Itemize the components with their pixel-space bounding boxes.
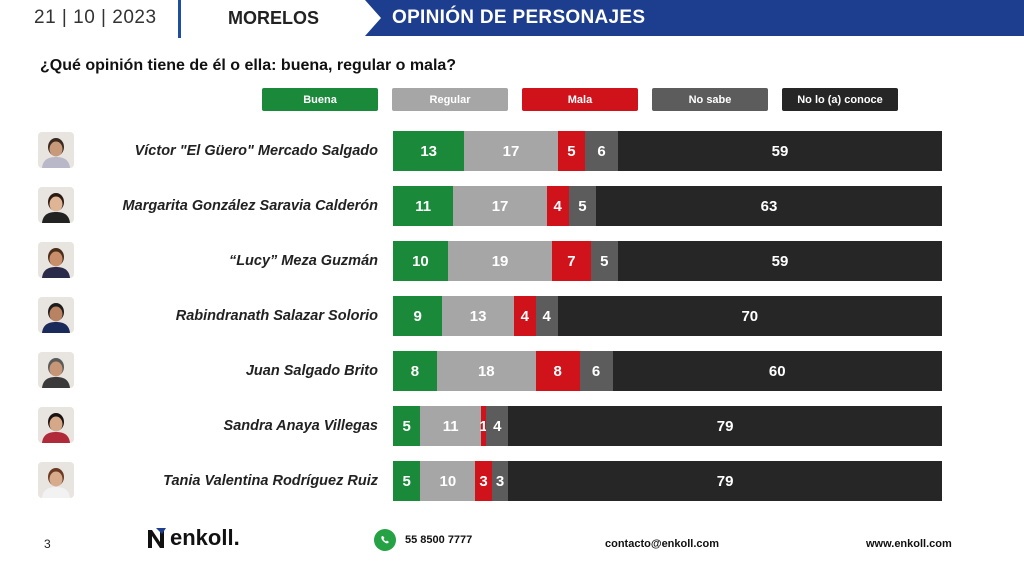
bar-segment-mala: 4 (546, 186, 569, 226)
person-name: Víctor "El Güero" Mercado Salgado (134, 143, 378, 159)
person-name: Rabindranath Salazar Solorio (175, 308, 378, 324)
legend-mala: Mala (522, 88, 638, 111)
person-name: Margarita González Saravia Calderón (122, 198, 378, 214)
bar-segment-buena: 11 (393, 186, 454, 226)
legend-buena: Buena (262, 88, 378, 111)
bar-segment-no-conoce: 79 (508, 461, 942, 501)
bar-segment-no-sabe: 4 (535, 296, 558, 336)
bar-segment-regular: 17 (464, 131, 558, 171)
enkoll-logo: enkoll. (146, 524, 240, 552)
bar-segment-mala: 7 (552, 241, 591, 281)
bar-segment-buena: 5 (393, 406, 421, 446)
bar-segment-regular: 10 (420, 461, 476, 501)
stacked-bar: 13 17 5 6 59 (393, 131, 942, 171)
bar-segment-mala: 4 (513, 296, 536, 336)
stacked-bar: 10 19 7 5 59 (393, 241, 942, 281)
bar-segment-regular: 18 (436, 351, 536, 391)
stacked-bar: 11 17 4 5 63 (393, 186, 942, 226)
bar-segment-buena: 8 (393, 351, 437, 391)
question-title: ¿Qué opinión tiene de él o ella: buena, … (40, 57, 457, 74)
stacked-bar: 5 11 1 4 79 (393, 406, 942, 446)
bar-segment-mala: 5 (557, 131, 586, 171)
bar-segment-regular: 19 (447, 241, 553, 281)
bar-segment-mala: 8 (535, 351, 580, 391)
phone-number: 55 8500 7777 (405, 534, 473, 546)
person-name: Juan Salgado Brito (245, 363, 378, 379)
bar-segment-no-sabe: 6 (579, 351, 613, 391)
phone-contact: 55 8500 7777 (374, 529, 472, 551)
stacked-bar: 5 10 3 3 79 (393, 461, 942, 501)
report-date: 21 | 10 | 2023 (34, 7, 157, 28)
bar-segment-no-sabe: 5 (590, 241, 619, 281)
page-number: 3 (44, 537, 51, 551)
bar-segment-no-conoce: 59 (618, 131, 942, 171)
bar-segment-buena: 13 (393, 131, 465, 171)
bar-segment-buena: 5 (393, 461, 421, 501)
bar-segment-no-sabe: 5 (568, 186, 597, 226)
bar-segment-no-conoce: 60 (612, 351, 942, 391)
person-name: Sandra Anaya Villegas (223, 418, 378, 434)
person-name: “Lucy” Meza Guzmán (228, 253, 378, 269)
header: 21 | 10 | 2023 MORELOS OPINIÓN DE PERSON… (0, 0, 1024, 38)
legend-no-sabe: No sabe (652, 88, 768, 111)
bar-segment-buena: 10 (393, 241, 448, 281)
bar-segment-regular: 11 (420, 406, 481, 446)
avatar (38, 407, 74, 443)
title-banner (365, 0, 1024, 36)
whatsapp-icon (374, 529, 396, 551)
avatar (38, 297, 74, 333)
bar-segment-no-sabe: 6 (585, 131, 619, 171)
bar-segment-no-conoce: 70 (557, 296, 942, 336)
bar-segment-no-sabe: 3 (491, 461, 509, 501)
legend-regular: Regular (392, 88, 508, 111)
page-title: OPINIÓN DE PERSONAJES (392, 7, 646, 28)
bar-segment-no-conoce: 59 (618, 241, 942, 281)
bar-segment-regular: 13 (442, 296, 514, 336)
bar-segment-no-sabe: 4 (486, 406, 509, 446)
header-divider (178, 0, 181, 38)
avatar (38, 187, 74, 223)
stacked-bar: 8 18 8 6 60 (393, 351, 942, 391)
avatar (38, 462, 74, 498)
bar-segment-no-conoce: 63 (596, 186, 942, 226)
bar-segment-regular: 17 (453, 186, 547, 226)
avatar (38, 242, 74, 278)
contact-email[interactable]: contacto@enkoll.com (605, 538, 720, 550)
logo-text: enkoll. (170, 525, 240, 550)
website-link[interactable]: www.enkoll.com (866, 538, 952, 550)
avatar (38, 352, 74, 388)
enkoll-mark-icon (148, 528, 166, 548)
bar-segment-mala: 3 (475, 461, 492, 501)
bar-segment-no-conoce: 79 (508, 406, 942, 446)
person-name: Tania Valentina Rodríguez Ruiz (163, 473, 378, 489)
avatar (38, 132, 74, 168)
region-label: MORELOS (228, 8, 320, 28)
bar-segment-mala: 1 (479, 406, 488, 446)
stacked-bar: 9 13 4 4 70 (393, 296, 942, 336)
legend-no-conoce: No lo (a) conoce (782, 88, 898, 111)
bar-segment-buena: 9 (393, 296, 443, 336)
